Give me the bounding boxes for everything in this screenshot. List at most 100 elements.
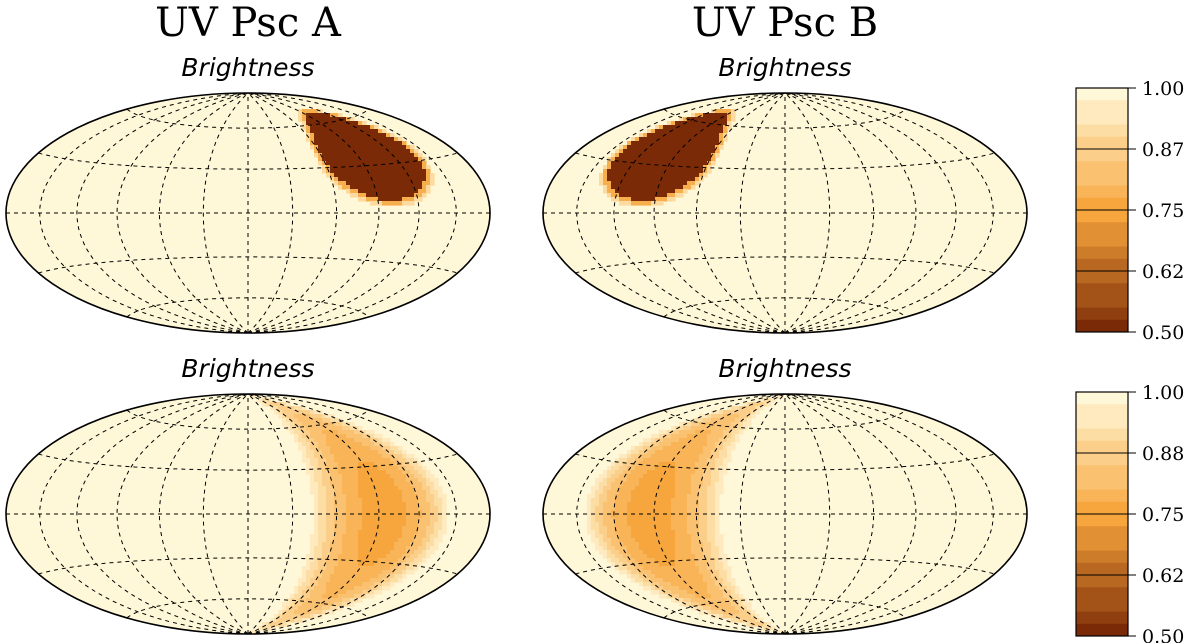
colorbar-segment — [1076, 489, 1128, 503]
field-cell — [591, 490, 596, 495]
field-cell — [438, 530, 443, 535]
field-cell — [366, 153, 371, 158]
field-cell — [707, 574, 712, 579]
field-cell — [711, 570, 716, 575]
field-cell — [310, 426, 315, 431]
field-cell — [723, 454, 728, 459]
field-cell — [647, 466, 652, 471]
field-cell — [603, 514, 608, 519]
field-cell — [342, 566, 347, 571]
field-cell — [627, 458, 632, 463]
field-cell — [310, 129, 315, 134]
field-cell — [418, 462, 423, 467]
field-cell — [619, 554, 624, 559]
field-cell — [647, 161, 652, 166]
field-cell — [595, 534, 600, 539]
field-cell — [699, 574, 704, 579]
field-cell — [406, 494, 411, 499]
field-cell — [631, 506, 636, 511]
field-cell — [687, 574, 692, 579]
field-cell — [286, 598, 291, 603]
field-cell — [591, 498, 596, 503]
field-cell — [334, 538, 339, 543]
field-cell — [763, 398, 768, 403]
field-cell — [358, 474, 363, 479]
field-cell — [334, 422, 339, 427]
field-cell — [402, 474, 407, 479]
field-cell — [651, 534, 656, 539]
field-cell — [398, 149, 403, 154]
field-cell — [607, 518, 612, 523]
field-cell — [695, 113, 700, 118]
field-cell — [418, 153, 423, 158]
field-cell — [655, 165, 660, 170]
field-cell — [382, 550, 387, 555]
field-cell — [667, 534, 672, 539]
field-cell — [398, 570, 403, 575]
field-cell — [623, 486, 628, 491]
field-cell — [679, 133, 684, 138]
field-cell — [663, 530, 668, 535]
field-cell — [370, 514, 375, 519]
field-cell — [402, 486, 407, 491]
field-cell — [651, 486, 656, 491]
field-cell — [623, 530, 628, 535]
field-cell — [715, 606, 720, 611]
field-cell — [651, 506, 656, 511]
field-cell — [695, 514, 700, 519]
field-cell — [631, 466, 636, 471]
field-cell — [382, 566, 387, 571]
field-cell — [723, 558, 728, 563]
field-cell — [386, 578, 391, 583]
field-cell — [378, 193, 383, 198]
field-cell — [731, 422, 736, 427]
field-cell — [406, 197, 411, 202]
field-cell — [623, 562, 628, 567]
field-cell — [675, 133, 680, 138]
field-cell — [358, 137, 363, 142]
field-cell — [342, 173, 347, 178]
field-cell — [755, 410, 760, 415]
field-cell — [647, 137, 652, 142]
field-cell — [687, 478, 692, 483]
field-cell — [310, 550, 315, 555]
field-cell — [715, 518, 720, 523]
field-cell — [675, 514, 680, 519]
field-cell — [671, 590, 676, 595]
field-cell — [671, 474, 676, 479]
field-cell — [346, 514, 351, 519]
field-cell — [647, 574, 652, 579]
field-cell — [346, 558, 351, 563]
field-cell — [366, 566, 371, 571]
field-cell — [655, 201, 660, 206]
field-cell — [735, 426, 740, 431]
field-cell — [687, 125, 692, 130]
field-cell — [691, 129, 696, 134]
field-cell — [707, 566, 712, 571]
field-cell — [354, 185, 359, 190]
field-cell — [418, 177, 423, 182]
field-cell — [430, 494, 435, 499]
field-cell — [679, 526, 684, 531]
field-cell — [671, 442, 676, 447]
field-cell — [731, 582, 736, 587]
field-cell — [366, 498, 371, 503]
field-cell — [687, 149, 692, 154]
field-cell — [663, 574, 668, 579]
field-cell — [386, 157, 391, 162]
field-cell — [707, 538, 712, 543]
field-cell — [322, 494, 327, 499]
field-cell — [382, 466, 387, 471]
colorbar-segment — [1076, 88, 1128, 101]
field-cell — [699, 522, 704, 527]
field-cell — [703, 582, 708, 587]
field-cell — [671, 173, 676, 178]
field-cell — [663, 490, 668, 495]
field-cell — [354, 145, 359, 150]
field-cell — [607, 478, 612, 483]
field-cell — [723, 133, 728, 138]
field-cell — [350, 454, 355, 459]
field-cell — [370, 542, 375, 547]
field-cell — [667, 570, 672, 575]
field-cell — [342, 526, 347, 531]
